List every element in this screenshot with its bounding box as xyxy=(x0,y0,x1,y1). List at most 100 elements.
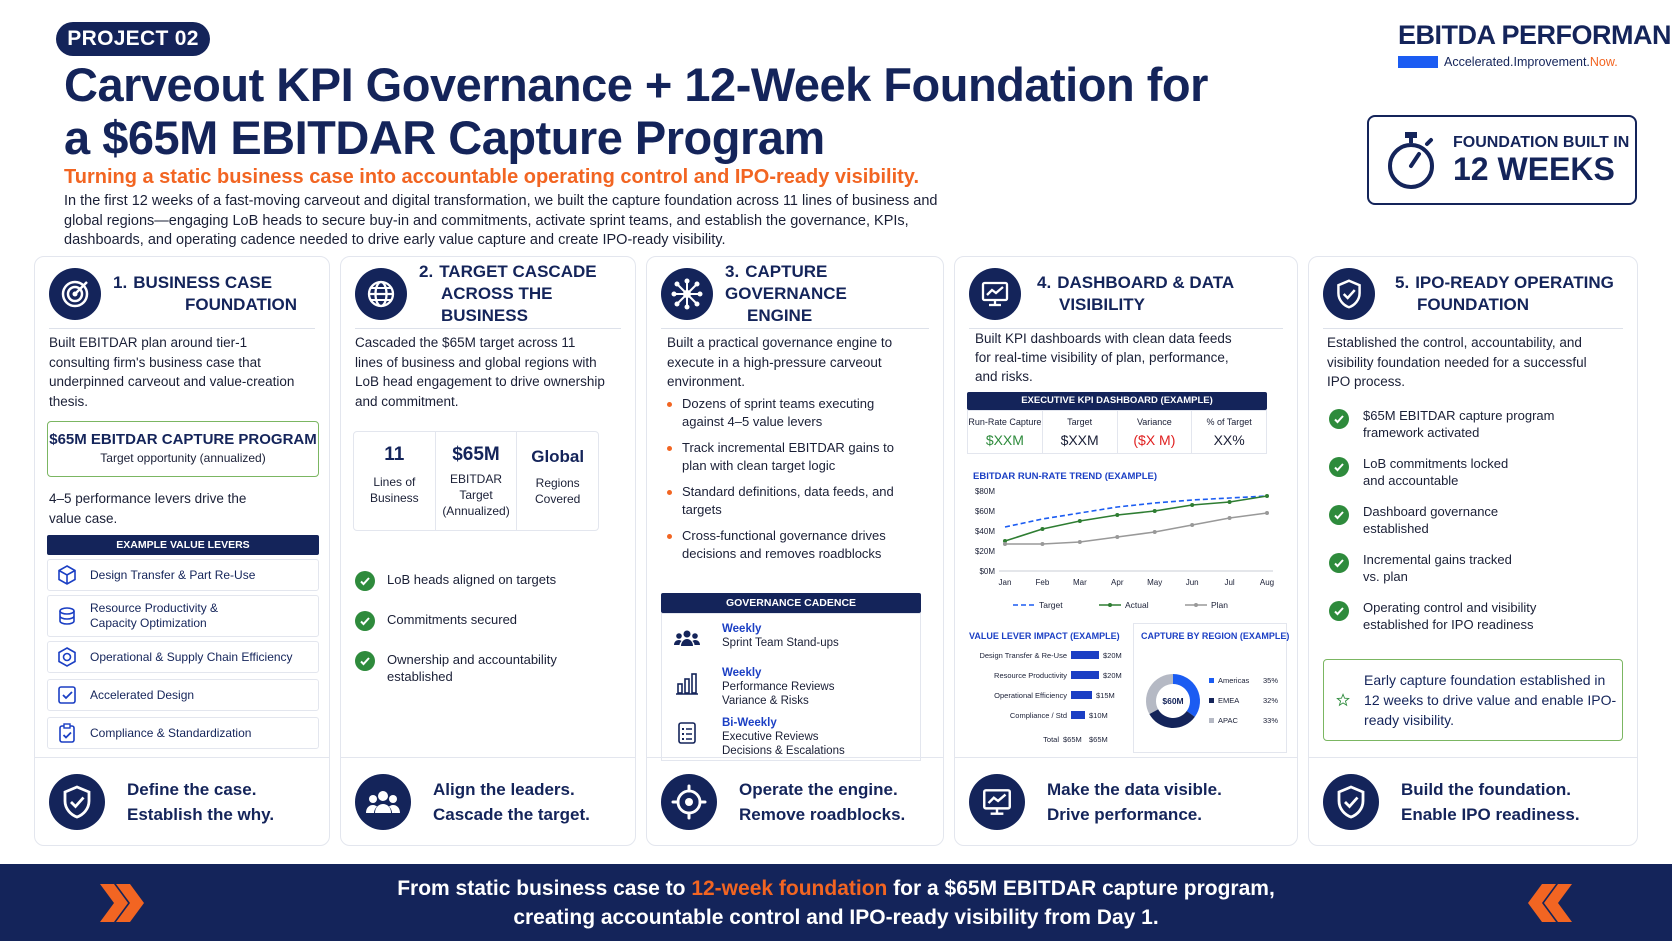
data-point xyxy=(1115,513,1120,517)
card-footer: Define the case. Establish the why. xyxy=(35,757,329,845)
legend-value: 32% xyxy=(1263,696,1278,705)
x-tick-label: Apr xyxy=(1111,578,1124,587)
star-icon xyxy=(1336,693,1350,707)
cadence-item: Bi-Weekly Executive Reviews Decisions & Es… xyxy=(674,716,845,758)
series-line-plan xyxy=(1005,512,1268,545)
data-point xyxy=(1227,516,1232,520)
gear-target-icon xyxy=(661,773,717,830)
x-tick-label: May xyxy=(1147,578,1162,587)
dashboard-header: EXECUTIVE KPI DASHBOARD (EXAMPLE) xyxy=(967,392,1267,410)
brand-logo: EBITDA PERFORMANCE Accelerated.Improveme… xyxy=(1398,20,1672,69)
bar-value-label: $20M xyxy=(1103,651,1122,660)
bullet-item: Cross-functional governance drives decis… xyxy=(667,527,907,563)
cube-icon xyxy=(58,565,76,585)
data-point xyxy=(1227,500,1232,504)
data-point xyxy=(1003,539,1007,543)
legend-value: 33% xyxy=(1263,716,1278,725)
total-value: $65M xyxy=(1089,735,1108,744)
check-item: LoB commitments locked and accountable xyxy=(1329,455,1508,489)
cadence-item: Weekly Performance Reviews Variance & Risk… xyxy=(674,666,834,708)
check-icon xyxy=(1329,457,1349,477)
card-target-cascade: 2. TARGET CASCADE ACROSS THE BUSINESS Cas… xyxy=(340,256,636,846)
card-ipo-ready: 5. IPO-READY OPERATING FOUNDATION Establi… xyxy=(1308,256,1638,846)
check-item: Operating control and visibility establi… xyxy=(1329,599,1536,633)
kpi-target: Target $XXM xyxy=(1043,411,1118,453)
check-square-icon xyxy=(58,686,76,704)
bar xyxy=(1071,671,1099,679)
cadence-header: GOVERNANCE CADENCE xyxy=(661,593,921,613)
trend-chart-title: EBITDAR RUN-RATE TREND (EXAMPLE) xyxy=(973,471,1158,482)
stat-item: $65M EBITDAR Target (Annualized) xyxy=(436,432,518,530)
card-title: 3. CAPTURE GOVERNANCE ENGINE xyxy=(725,262,847,325)
x-tick-label: Aug xyxy=(1260,578,1274,587)
trend-chart: $0M $20M $40M $60M $80M Jan Feb Mar Apr May Jun Jul… xyxy=(975,487,1274,610)
legend-label: EMEA xyxy=(1218,696,1239,705)
bar-category-label: Design Transfer & Re-Use xyxy=(979,651,1067,660)
project-badge: PROJECT 02 xyxy=(56,22,210,56)
card-body: Built a practical governance engine to e… xyxy=(667,335,893,389)
y-tick-label: $0M xyxy=(979,567,995,576)
team-icon xyxy=(674,630,700,646)
foundation-callout: FOUNDATION BUILT IN 12 WEEKS xyxy=(1367,115,1637,205)
bar xyxy=(1071,711,1085,719)
y-tick-label: $40M xyxy=(975,527,995,536)
data-point xyxy=(1190,523,1195,527)
clipboard-check-icon xyxy=(59,723,75,743)
bar-category-label: Compliance / Std xyxy=(1010,711,1067,720)
lever-item: Accelerated Design xyxy=(47,679,319,711)
capture-program-box: $65M EBITDAR CAPTURE PROGRAM Target oppo… xyxy=(47,421,319,477)
intro-text: In the first 12 weeks of a fast-moving c… xyxy=(64,193,938,248)
lever-item: Compliance & Standardization xyxy=(47,717,319,749)
early-capture-callout: Early capture foundation established in … xyxy=(1323,659,1623,741)
lever-item: Operational & Supply Chain Efficiency xyxy=(47,641,319,673)
legend-label: Target xyxy=(1039,600,1063,610)
kpi-pct-target: % of Target XX% xyxy=(1206,417,1252,448)
total-value: $65M xyxy=(1063,735,1082,744)
brand-name: EBITDA PERFORMANCE xyxy=(1398,20,1672,50)
globe-icon xyxy=(355,268,407,320)
data-point xyxy=(1152,509,1157,513)
banner-text: From static business case to 12-week fou… xyxy=(397,877,1275,929)
data-point xyxy=(1265,494,1269,498)
foundation-line-1: FOUNDATION BUILT IN xyxy=(1453,134,1630,151)
lever-impact-chart: Design Transfer & Re-Use $20M Resource Pro… xyxy=(979,651,1122,744)
card-body: Established the control, accountability,… xyxy=(1327,335,1587,389)
brand-bar xyxy=(1398,56,1438,68)
cadence-item: Weekly Sprint Team Stand-ups xyxy=(674,622,839,652)
stopwatch-icon xyxy=(1388,132,1434,189)
check-icon xyxy=(355,571,375,591)
bar xyxy=(1071,651,1099,659)
bar-value-label: $20M xyxy=(1103,671,1122,680)
people-icon xyxy=(355,773,411,830)
monitor-chart-icon xyxy=(969,268,1021,320)
card-footer: Align the leaders. Cascade the target. xyxy=(341,757,635,845)
bullet-item: Dozens of sprint teams executing against… xyxy=(667,395,907,431)
card-body: Cascaded the $65M target across 11 lines… xyxy=(355,335,605,409)
legend-label: Plan xyxy=(1211,600,1228,610)
hexagon-gear-icon xyxy=(58,647,76,667)
total-label: Total xyxy=(1043,735,1059,744)
card-footer: Make the data visible. Drive performance. xyxy=(955,757,1297,845)
y-tick-label: $60M xyxy=(975,507,995,516)
shield-check-icon xyxy=(1323,268,1375,320)
page-title: Carveout KPI Governance + 12-Week Founda… xyxy=(64,58,1214,164)
chevron-right-icon xyxy=(100,884,144,922)
card-title: 4. DASHBOARD & DATA VISIBILITY xyxy=(1037,273,1235,314)
data-point xyxy=(1040,542,1045,546)
kpi-grid: Run-Rate Capture $XXM Target $XXM Variance… xyxy=(967,410,1267,454)
card-business-case: 1. BUSINESS CASE FOUNDATION Built EBITDAR… xyxy=(34,256,330,846)
title-line-2: a $65M EBITDAR Capture Program xyxy=(64,111,825,164)
stat-grid: 11 Lines of Business $65M EBITDAR Target (… xyxy=(353,431,599,531)
bar-chart-icon xyxy=(676,673,698,695)
bullet-item: Standard definitions, data feeds, and ta… xyxy=(667,483,907,519)
legend-swatch xyxy=(1209,698,1214,703)
page-subtitle: Turning a static business case into acco… xyxy=(64,166,919,188)
donut-slice xyxy=(1146,674,1174,715)
shield-check-icon xyxy=(49,773,105,830)
data-point xyxy=(1003,542,1007,546)
lever-chart-title: VALUE LEVER IMPACT (EXAMPLE) xyxy=(969,631,1120,641)
data-point xyxy=(1077,540,1082,544)
target-icon xyxy=(49,268,101,320)
legend-swatch xyxy=(1209,718,1214,723)
